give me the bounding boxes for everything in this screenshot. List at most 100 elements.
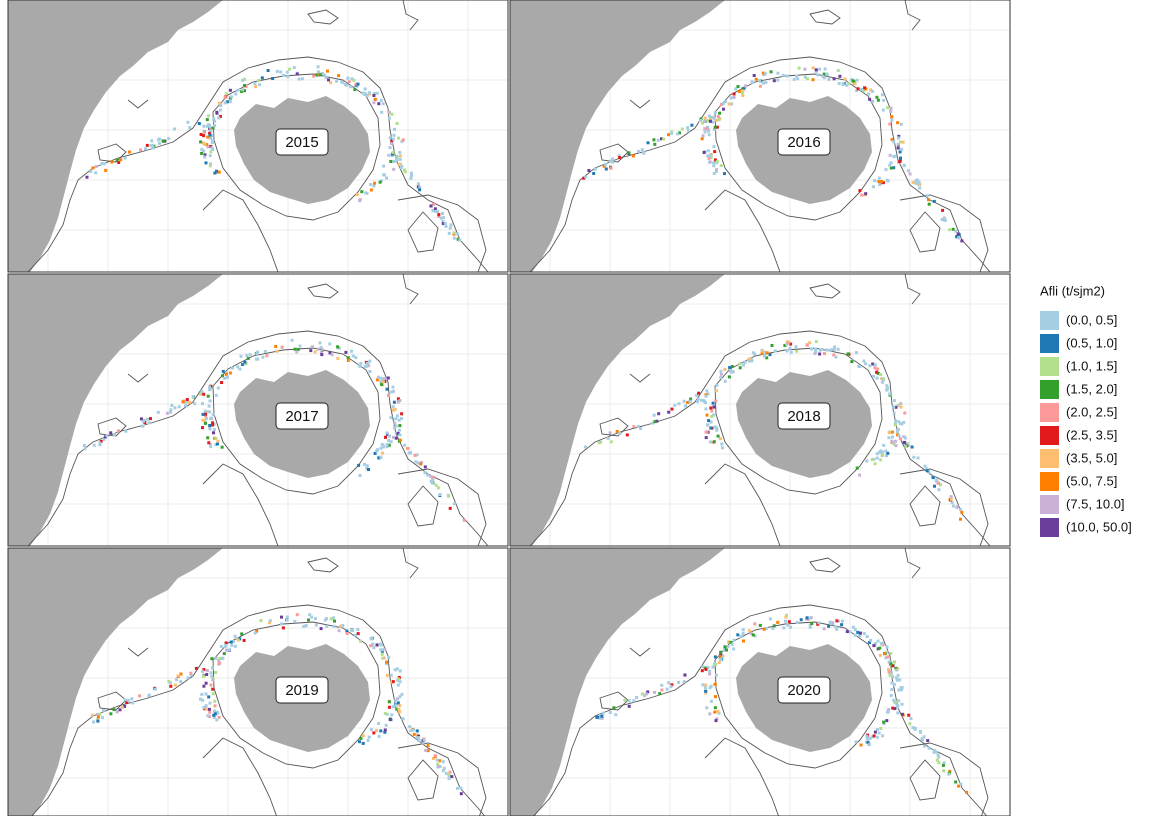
catch-cell [707,156,711,160]
catch-cell [680,127,684,131]
catch-cell [935,478,939,482]
catch-cell [354,356,358,360]
catch-cell [825,72,829,76]
catch-cell [217,116,221,120]
catch-cell [877,176,881,180]
catch-cell [806,77,809,81]
catch-cell [792,77,796,81]
catch-cell [391,389,395,393]
catch-cell [786,623,790,627]
catch-cell [660,683,664,687]
catch-cell [888,673,892,677]
catch-cell [170,403,174,407]
catch-cell [892,405,896,409]
catch-cell [701,683,705,687]
catch-cell [450,775,454,779]
catch-cell [925,194,929,198]
catch-cell [823,352,826,356]
catch-cell [700,398,703,402]
catch-cell [141,420,145,423]
catch-cell [369,636,373,640]
catch-cell [221,374,224,378]
catch-cell [710,409,714,413]
catch-cell [840,619,844,623]
catch-cell [600,714,604,718]
catch-cell [444,224,448,228]
catch-cell [872,644,876,648]
catch-cell [423,471,427,475]
catch-cell [220,657,224,661]
catch-cell [763,350,766,354]
catch-cell [892,683,896,686]
catch-cell [381,102,385,106]
catch-cell [209,445,213,448]
catch-cell [447,231,451,235]
catch-cell [706,154,710,158]
catch-cell [377,456,381,460]
catch-cell [441,222,445,226]
catch-cell [902,435,906,439]
catch-cell [719,164,723,168]
catch-cell [875,735,879,739]
catch-cell [416,461,420,465]
catch-cell [392,705,396,709]
catch-cell [393,127,396,131]
catch-cell [889,662,893,666]
catch-cell [239,354,243,358]
catch-cell [397,162,401,166]
catch-cell [750,80,754,84]
catch-cell [346,76,350,80]
catch-cell [240,90,244,93]
catch-cell [737,90,741,93]
catch-cell [429,204,433,208]
catch-cell [399,166,403,170]
catch-cell [359,639,362,643]
catch-cell [918,186,922,190]
catch-cell [310,615,313,619]
catch-cell [206,714,210,718]
catch-cell [899,140,903,144]
catch-cell [709,684,713,688]
catch-cell [713,158,717,162]
catch-cell [220,445,224,449]
catch-cell [281,626,285,630]
catch-cell [636,424,640,428]
catch-cell [772,79,776,83]
catch-cell [408,450,412,454]
catch-cell [211,413,215,417]
catch-cell [949,497,953,501]
catch-cell [704,394,708,398]
catch-cell [206,145,210,149]
catch-cell [367,91,371,95]
catch-cell [764,627,768,630]
catch-cell [383,728,387,732]
catch-cell [915,178,919,182]
catch-cell [704,401,707,405]
catch-cell [151,143,154,147]
catch-cell [723,645,727,649]
catch-cell [415,729,419,733]
catch-cell [714,663,718,667]
catch-cell [96,717,100,721]
catch-cell [713,655,717,659]
catch-cell [898,678,902,682]
catch-cell [330,353,334,357]
catch-cell [102,162,106,166]
catch-cell [337,629,341,633]
catch-cell [722,107,725,111]
catch-cell [387,394,391,398]
catch-cell [789,625,792,629]
catch-cell [448,506,452,510]
catch-cell [200,692,204,696]
catch-cell [300,77,304,81]
catch-cell [208,126,212,130]
catch-cell [593,167,597,171]
catch-cell [396,683,400,687]
catch-cell [449,223,453,227]
catch-cell [124,429,128,433]
catch-cell [714,169,718,173]
catch-cell [881,377,885,381]
catch-cell [254,357,258,361]
catch-cell [112,433,116,437]
catch-cell [373,97,377,101]
